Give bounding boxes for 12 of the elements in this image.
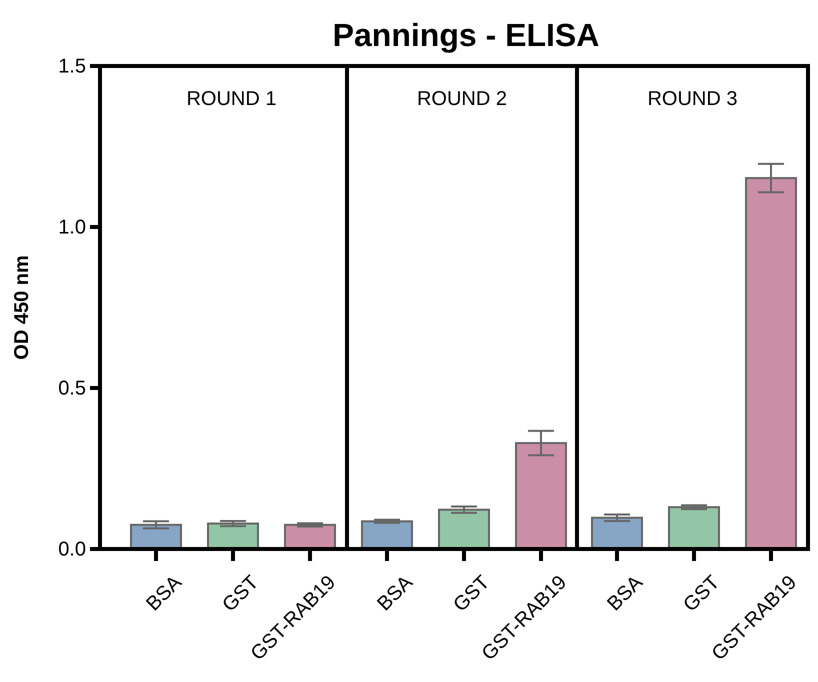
y-tick-label: 0.0	[58, 538, 86, 560]
y-axis-title: OD 450 nm	[11, 255, 33, 360]
chart-title: Pannings - ELISA	[332, 17, 600, 53]
y-tick-label: 1.5	[58, 55, 86, 78]
text: ROUND 3	[647, 88, 738, 110]
x-tick-label: BSA	[142, 571, 186, 616]
text: ROUND 2	[416, 88, 508, 110]
x-tick-label: BSA	[603, 571, 648, 616]
y-tick-label: 0.5	[58, 377, 86, 400]
text: ROUND 1	[186, 88, 277, 110]
y-tick-label: 1.0	[58, 216, 86, 238]
x-tick-label: BSA	[373, 571, 418, 616]
